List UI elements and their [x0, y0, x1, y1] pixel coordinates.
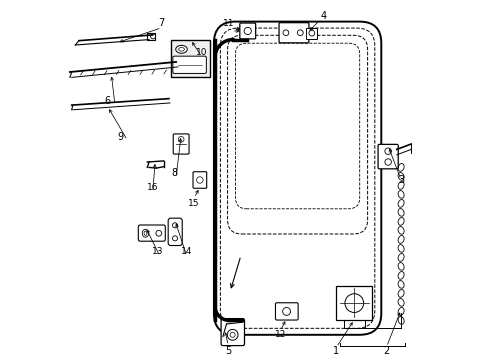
Bar	[336, 286, 371, 320]
Text: 8: 8	[171, 168, 177, 178]
FancyBboxPatch shape	[279, 23, 308, 43]
FancyBboxPatch shape	[275, 303, 298, 320]
Bar	[306, 28, 317, 39]
Circle shape	[297, 30, 303, 36]
Text: 16: 16	[147, 183, 158, 192]
FancyBboxPatch shape	[172, 56, 206, 73]
Circle shape	[308, 30, 314, 36]
Text: 1: 1	[332, 346, 339, 356]
Text: 3: 3	[397, 175, 404, 185]
Text: 7: 7	[158, 18, 164, 28]
Text: 2: 2	[383, 346, 389, 356]
Bar	[170, 40, 210, 77]
Circle shape	[283, 30, 288, 36]
Ellipse shape	[178, 48, 184, 51]
Circle shape	[344, 294, 363, 312]
Text: 14: 14	[181, 248, 192, 256]
Circle shape	[150, 34, 155, 39]
Circle shape	[384, 148, 390, 154]
Circle shape	[178, 136, 183, 142]
Text: 12: 12	[274, 330, 285, 339]
Circle shape	[384, 159, 390, 165]
Text: 10: 10	[195, 48, 206, 57]
Ellipse shape	[142, 229, 148, 237]
Circle shape	[172, 236, 177, 241]
FancyBboxPatch shape	[168, 218, 182, 246]
Ellipse shape	[175, 45, 187, 53]
Ellipse shape	[144, 231, 146, 235]
Circle shape	[172, 223, 177, 228]
Text: 11: 11	[222, 19, 234, 28]
Circle shape	[230, 332, 235, 337]
Circle shape	[282, 307, 290, 315]
Bar	[147, 33, 155, 40]
FancyBboxPatch shape	[377, 144, 397, 169]
Circle shape	[196, 177, 203, 183]
Text: 6: 6	[104, 96, 111, 106]
FancyBboxPatch shape	[138, 225, 165, 241]
Text: 13: 13	[152, 248, 163, 256]
Text: 15: 15	[188, 199, 200, 208]
Text: 4: 4	[320, 11, 326, 21]
FancyBboxPatch shape	[239, 23, 255, 39]
Circle shape	[156, 230, 162, 236]
Circle shape	[244, 27, 251, 35]
Circle shape	[227, 329, 238, 340]
Text: 9: 9	[117, 132, 123, 142]
FancyBboxPatch shape	[193, 172, 206, 188]
FancyBboxPatch shape	[173, 134, 189, 154]
FancyBboxPatch shape	[221, 319, 244, 346]
Text: 5: 5	[224, 346, 231, 356]
